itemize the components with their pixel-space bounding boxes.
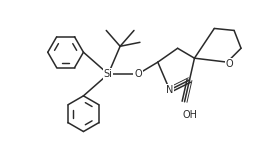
Text: O: O [134,69,142,79]
Text: N: N [166,85,173,95]
Text: Si: Si [104,69,113,79]
Text: O: O [225,59,233,69]
Text: OH: OH [182,110,197,120]
